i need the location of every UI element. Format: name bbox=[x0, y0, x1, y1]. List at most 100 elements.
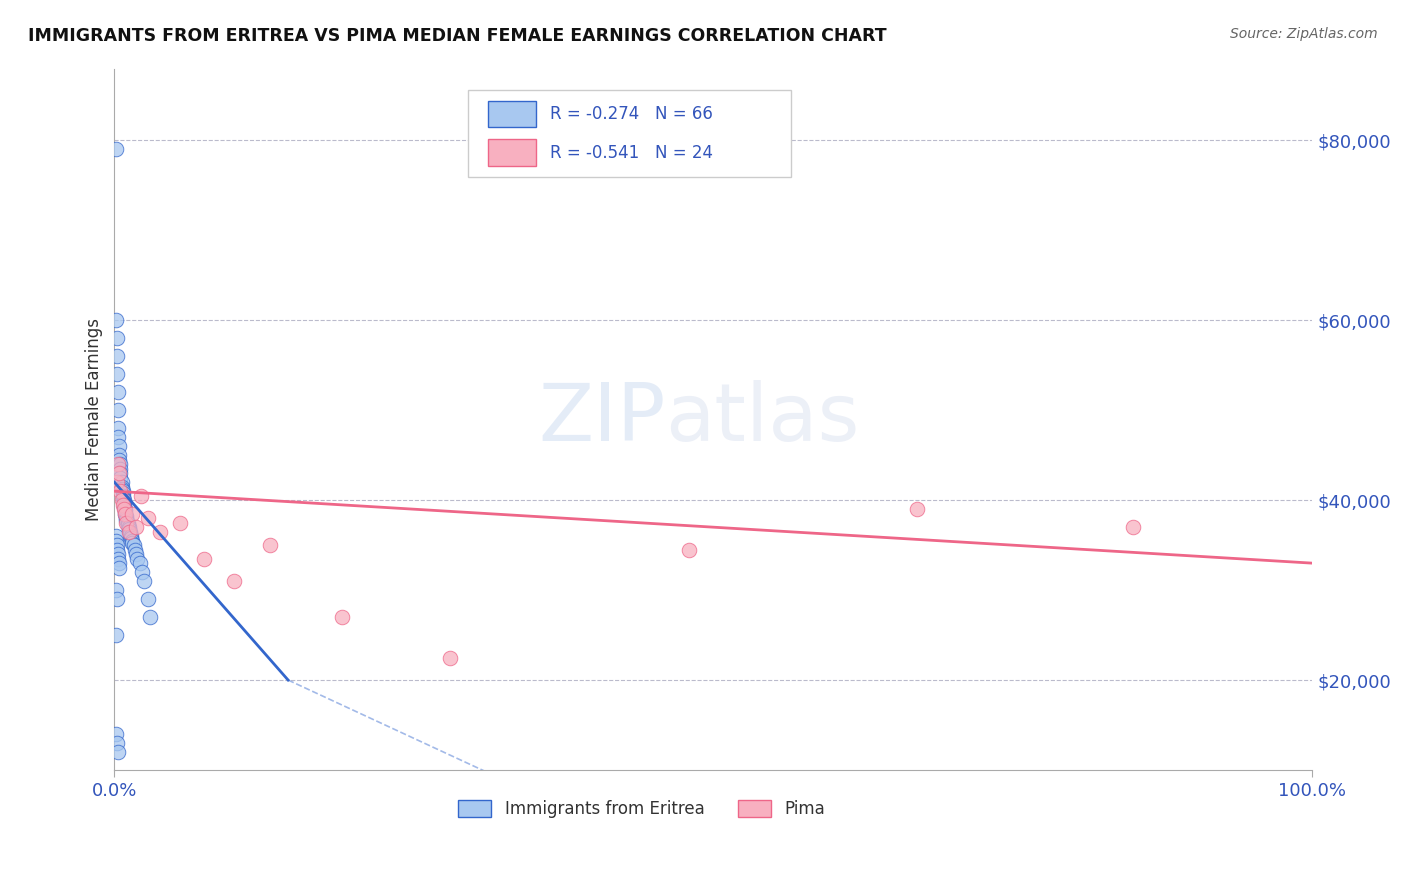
Point bbox=[129, 489, 152, 503]
Point bbox=[112, 495, 135, 509]
Point bbox=[107, 457, 129, 471]
Point bbox=[105, 331, 128, 345]
Point bbox=[108, 439, 131, 453]
Point bbox=[108, 560, 131, 574]
Point bbox=[111, 491, 134, 506]
Y-axis label: Median Female Earnings: Median Female Earnings bbox=[86, 318, 103, 521]
Point bbox=[107, 547, 129, 561]
Point bbox=[124, 542, 146, 557]
Point bbox=[193, 551, 215, 566]
Point bbox=[114, 507, 136, 521]
Point bbox=[110, 475, 132, 490]
Point bbox=[108, 556, 131, 570]
Point bbox=[115, 516, 138, 530]
Point bbox=[110, 467, 132, 481]
Point bbox=[111, 498, 134, 512]
Point bbox=[117, 516, 139, 530]
Point bbox=[259, 538, 281, 552]
Point bbox=[104, 628, 127, 642]
Point bbox=[115, 511, 138, 525]
Point bbox=[104, 583, 127, 598]
FancyBboxPatch shape bbox=[468, 89, 792, 178]
Point bbox=[121, 536, 143, 550]
Point bbox=[121, 507, 143, 521]
Legend: Immigrants from Eritrea, Pima: Immigrants from Eritrea, Pima bbox=[451, 793, 832, 825]
Point bbox=[105, 538, 128, 552]
Point bbox=[104, 143, 127, 157]
Point bbox=[114, 502, 136, 516]
Bar bbox=[488, 101, 536, 128]
Point bbox=[131, 565, 153, 579]
Point bbox=[439, 650, 461, 665]
Point bbox=[118, 522, 141, 536]
Point bbox=[107, 403, 129, 417]
Point bbox=[105, 592, 128, 607]
Point bbox=[224, 574, 246, 589]
Point bbox=[112, 502, 135, 516]
Point bbox=[105, 368, 128, 382]
Point bbox=[105, 542, 128, 557]
Point bbox=[110, 483, 132, 497]
Point bbox=[107, 385, 129, 400]
Text: R = -0.541   N = 24: R = -0.541 N = 24 bbox=[551, 144, 713, 161]
Point bbox=[108, 452, 131, 467]
Bar bbox=[488, 139, 536, 166]
Point bbox=[121, 533, 143, 548]
Point bbox=[136, 592, 159, 607]
Point bbox=[136, 511, 159, 525]
Point bbox=[110, 480, 132, 494]
Point bbox=[118, 524, 141, 539]
Point bbox=[107, 551, 129, 566]
Point bbox=[112, 500, 135, 515]
Point bbox=[105, 475, 128, 490]
Point bbox=[111, 489, 134, 503]
Text: ZIP: ZIP bbox=[538, 380, 665, 458]
Point bbox=[114, 504, 136, 518]
Point bbox=[110, 493, 132, 508]
Point bbox=[108, 467, 131, 481]
Point bbox=[110, 484, 132, 499]
Point bbox=[107, 421, 129, 435]
Point bbox=[105, 349, 128, 363]
Point bbox=[149, 524, 172, 539]
Point bbox=[104, 529, 127, 543]
Point bbox=[105, 736, 128, 750]
Point bbox=[107, 430, 129, 444]
Point bbox=[118, 520, 141, 534]
Point bbox=[169, 516, 191, 530]
Point bbox=[110, 457, 132, 471]
Point bbox=[111, 484, 134, 499]
Point bbox=[120, 529, 142, 543]
Point bbox=[134, 574, 156, 589]
Point bbox=[104, 313, 127, 327]
Text: R = -0.274   N = 66: R = -0.274 N = 66 bbox=[551, 105, 713, 123]
Point bbox=[115, 509, 138, 524]
Point bbox=[115, 513, 138, 527]
Point bbox=[127, 551, 149, 566]
Point bbox=[120, 531, 142, 545]
Point bbox=[104, 727, 127, 741]
Point bbox=[128, 556, 150, 570]
Point bbox=[118, 524, 141, 539]
Point bbox=[139, 610, 162, 624]
Point bbox=[678, 542, 700, 557]
Point bbox=[111, 486, 134, 500]
Point bbox=[110, 471, 132, 485]
Point bbox=[112, 493, 135, 508]
Point bbox=[118, 527, 141, 541]
Point bbox=[122, 538, 145, 552]
Text: IMMIGRANTS FROM ERITREA VS PIMA MEDIAN FEMALE EARNINGS CORRELATION CHART: IMMIGRANTS FROM ERITREA VS PIMA MEDIAN F… bbox=[28, 27, 887, 45]
Text: atlas: atlas bbox=[665, 380, 860, 458]
Text: Source: ZipAtlas.com: Source: ZipAtlas.com bbox=[1230, 27, 1378, 41]
Point bbox=[110, 461, 132, 475]
Point bbox=[330, 610, 353, 624]
Point bbox=[112, 498, 135, 512]
Point bbox=[114, 507, 136, 521]
Point bbox=[1122, 520, 1144, 534]
Point bbox=[108, 448, 131, 462]
Point bbox=[905, 502, 928, 516]
Point bbox=[125, 547, 148, 561]
Point bbox=[117, 518, 139, 533]
Point bbox=[107, 745, 129, 759]
Point bbox=[104, 533, 127, 548]
